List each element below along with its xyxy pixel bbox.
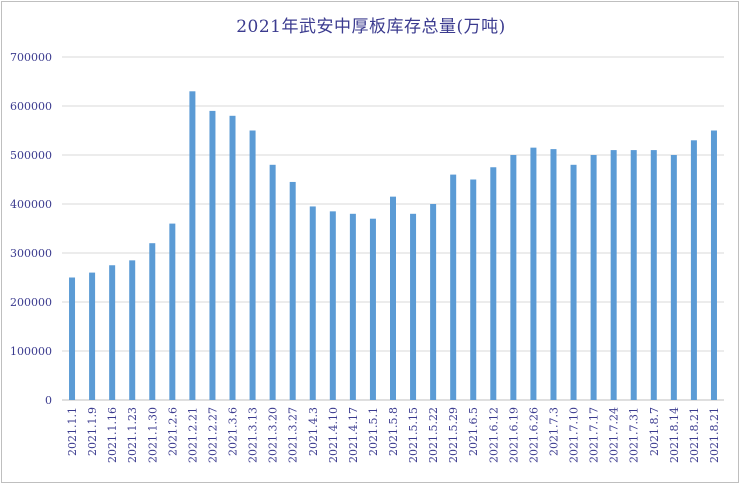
bar: [610, 150, 617, 400]
x-axis-ticks: 2021.1.1 2021.1.9 2021.1.16 2021.1.23 2021.1…: [66, 407, 721, 463]
bar: [590, 155, 597, 400]
bar: [470, 179, 477, 400]
y-tick-label: 200000: [10, 296, 52, 309]
x-tick-label: 2021.2.6: [166, 407, 179, 456]
bar: [450, 174, 457, 400]
bar: [510, 155, 517, 400]
bar: [129, 260, 136, 400]
x-tick-label: 2021.8.21: [688, 407, 701, 463]
bar: [149, 243, 156, 400]
x-tick-label: 2021.1.16: [106, 407, 119, 463]
x-tick-label: 2021.7.10: [568, 407, 581, 463]
bar: [410, 213, 417, 400]
x-tick-label: 2021.6.19: [507, 407, 520, 463]
x-tick-label: 2021.5.22: [427, 407, 440, 463]
y-tick-label: 300000: [10, 247, 52, 260]
bar: [670, 155, 677, 400]
bar: [89, 272, 96, 400]
x-tick-label: 2021.7.17: [588, 407, 601, 463]
x-tick-label: 2021.1.30: [146, 407, 159, 463]
y-tick-label: 100000: [10, 345, 52, 358]
x-tick-label: 2021.1.9: [86, 407, 99, 456]
x-tick-label: 2021.4.3: [307, 407, 320, 456]
bar: [189, 91, 196, 401]
x-tick-label: 2021.5.8: [387, 407, 400, 456]
y-tick-label: 400000: [10, 198, 52, 211]
x-tick-label: 2021.1.23: [126, 407, 139, 463]
bars: [69, 91, 717, 401]
x-tick-label: 2021.7.3: [547, 407, 560, 456]
bar: [249, 130, 256, 400]
x-tick-label: 2021.7.24: [608, 407, 621, 463]
x-tick-label: 2021.4.17: [347, 407, 360, 463]
bar: [209, 110, 216, 401]
x-tick-label: 2021.4.10: [327, 407, 340, 463]
bar: [349, 213, 356, 400]
bar: [289, 181, 296, 400]
bar: [570, 164, 577, 400]
x-tick-label: 2021.6.26: [527, 407, 540, 463]
x-tick-label: 2021.7.31: [628, 407, 641, 463]
bar: [369, 218, 376, 400]
x-tick-label: 2021.3.27: [287, 407, 300, 463]
x-tick-label: 2021.6.5: [467, 407, 480, 456]
bar: [169, 223, 176, 400]
x-tick-label: 2021.5.29: [447, 407, 460, 463]
bar: [650, 150, 657, 400]
y-axis-ticks: 0 100000 200000 300000 400000 500000 600000 700…: [10, 51, 52, 407]
x-tick-label: 2021.8.14: [668, 407, 681, 463]
x-tick-label: 2021.8.7: [648, 407, 661, 456]
bar: [390, 196, 396, 400]
bar: [229, 115, 236, 401]
bar: [530, 147, 537, 400]
bar: [109, 265, 116, 400]
x-tick-label: 2021.3.6: [227, 407, 240, 456]
bar: [550, 149, 557, 400]
x-tick-label: 2021.8.21: [708, 407, 721, 463]
x-tick-label: 2021.2.21: [186, 407, 199, 463]
x-tick-label: 2021.3.20: [267, 407, 280, 463]
y-tick-label: 500000: [10, 149, 52, 162]
y-tick-label: 700000: [10, 51, 52, 64]
y-tick-label: 600000: [10, 100, 52, 113]
bar: [329, 211, 336, 400]
y-tick-label: 0: [45, 394, 52, 407]
x-tick-label: 2021.1.1: [66, 407, 79, 456]
chart-title: 2021年武安中厚板库存总量(万吨): [236, 17, 506, 37]
bar: [309, 206, 316, 400]
bar: [269, 164, 276, 400]
bar: [630, 150, 637, 400]
bar: [710, 130, 717, 400]
bar: [430, 204, 437, 400]
bar: [69, 277, 76, 400]
bar: [690, 140, 697, 401]
x-tick-label: 2021.2.27: [206, 407, 219, 463]
x-tick-label: 2021.3.13: [247, 407, 260, 463]
bar: [490, 167, 497, 400]
x-tick-label: 2021.5.1: [367, 407, 380, 456]
x-tick-label: 2021.6.12: [487, 407, 500, 463]
x-tick-label: 2021.5.15: [407, 407, 420, 463]
